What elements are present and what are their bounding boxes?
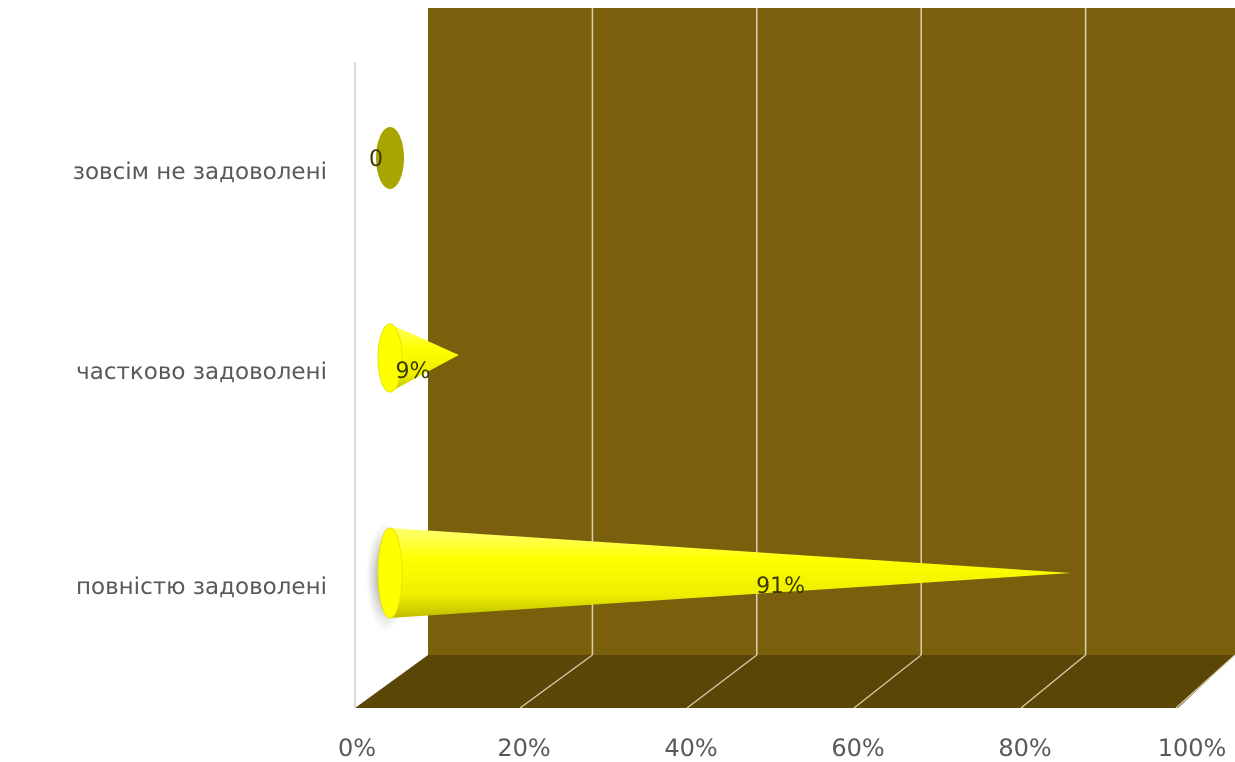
x-tick-label: 20% [497, 734, 550, 762]
gridline-floor [519, 654, 593, 709]
x-tick-label: 80% [998, 734, 1051, 762]
gridline-floor [686, 654, 758, 709]
gridline-floor [853, 654, 922, 709]
cone-base [377, 323, 403, 393]
category-label: частково задоволені [76, 359, 327, 385]
chart-floor [355, 655, 1235, 708]
cone-base [377, 527, 403, 619]
gridline-floor [1175, 654, 1235, 709]
cone-bar [376, 127, 404, 189]
data-series: 0 9% 91% [366, 127, 1072, 632]
gridlines [519, 8, 1235, 709]
data-label: 91% [756, 574, 805, 599]
gridline-floor [1020, 654, 1086, 709]
value-axis-labels: 0% 20% 40% 60% 80% 100% [338, 734, 1226, 762]
data-label: 9% [396, 359, 431, 384]
x-tick-label: 40% [664, 734, 717, 762]
x-tick-label: 60% [831, 734, 884, 762]
category-label: зовсім не задоволені [73, 159, 327, 185]
x-tick-label: 100% [1158, 734, 1227, 762]
cone-bar [390, 528, 1072, 618]
data-label: 0 [369, 147, 383, 172]
category-label: повністю задоволені [76, 574, 327, 600]
category-axis-labels: зовсім не задоволені частково задоволені п… [73, 159, 327, 600]
cone-bar [390, 324, 459, 392]
x-tick-label: 0% [338, 734, 376, 762]
chart-back-wall [428, 8, 1235, 655]
